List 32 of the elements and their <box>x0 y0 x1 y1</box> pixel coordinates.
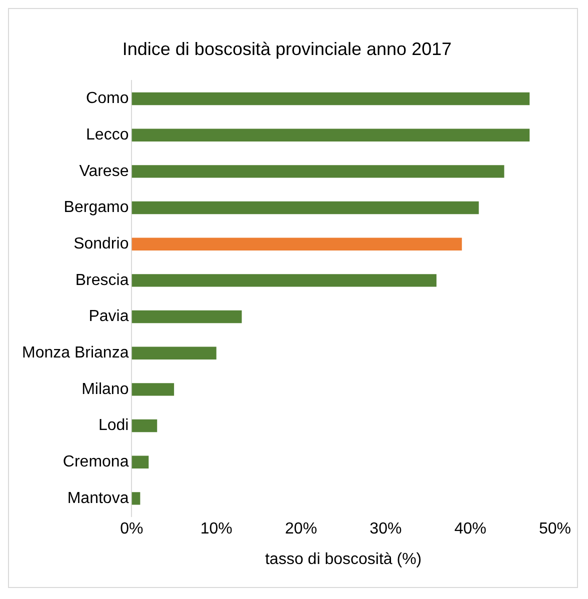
bar <box>132 310 242 324</box>
bar <box>132 492 140 505</box>
bar <box>132 165 504 178</box>
chart-title: Indice di boscosità provinciale anno 2017 <box>122 38 452 59</box>
bar <box>132 346 216 360</box>
bar <box>132 456 149 468</box>
bar <box>132 238 462 250</box>
x-tick-label: 10% <box>200 520 232 538</box>
x-axis-title: tasso di boscosità (%) <box>265 550 422 568</box>
y-tick-label: Como <box>86 90 129 108</box>
x-tick-label: 20% <box>285 520 318 538</box>
x-tick-label: 40% <box>454 520 486 538</box>
bar <box>132 201 479 214</box>
y-tick-label: Sondrio <box>74 236 129 253</box>
bar <box>132 383 174 396</box>
x-tick-label: 0% <box>120 520 144 538</box>
y-tick-label: Cremona <box>62 454 129 471</box>
y-tick-label: Mantova <box>67 490 129 507</box>
x-tick-label: 30% <box>370 520 402 538</box>
bar <box>132 128 530 142</box>
x-tick-label: 50% <box>538 520 572 538</box>
y-tick-label: Pavia <box>88 308 129 326</box>
y-tick-label: Lecco <box>86 126 129 144</box>
bar <box>132 274 436 287</box>
y-tick-label: Lodi <box>98 417 129 434</box>
y-tick-label: Brescia <box>75 272 129 289</box>
y-tick-label: Varese <box>79 162 129 180</box>
bar <box>132 419 158 432</box>
y-tick-label: Monza Brianza <box>22 344 129 362</box>
y-tick-label: Bergamo <box>64 199 129 216</box>
y-tick-label: Milano <box>82 380 129 398</box>
bar <box>132 92 530 106</box>
